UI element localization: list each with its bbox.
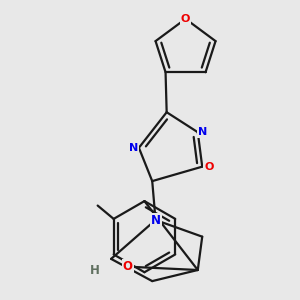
Text: O: O: [123, 260, 133, 273]
Text: H: H: [89, 263, 99, 277]
Text: N: N: [129, 143, 139, 153]
Text: O: O: [181, 14, 190, 24]
Text: O: O: [204, 162, 214, 172]
Text: N: N: [198, 127, 207, 137]
Text: N: N: [151, 214, 160, 226]
